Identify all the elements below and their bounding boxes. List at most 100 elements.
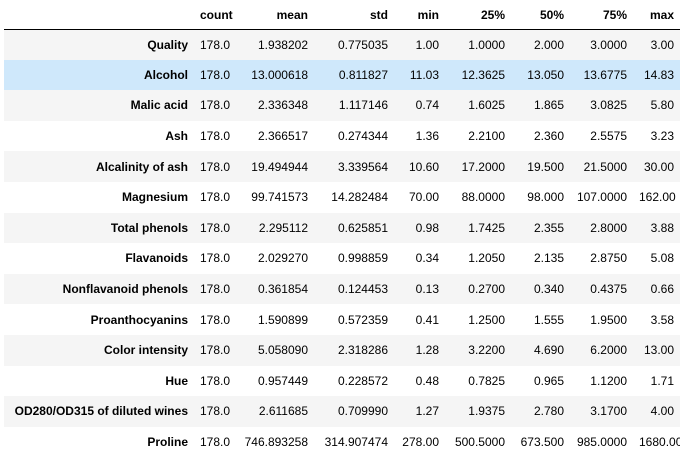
cell-25: 500.5000: [454, 435, 505, 450]
describe-table: count mean std min 25% 50% 75% max Quali…: [4, 2, 680, 457]
cell-50: 13.050: [527, 67, 564, 82]
cell-max: 13.00: [643, 343, 674, 358]
table-header: count mean std min 25% 50% 75% max: [4, 2, 680, 30]
cell-mean: 1.938202: [257, 37, 308, 52]
cell-50: 1.865: [533, 98, 564, 113]
table-row: Alcalinity of ash 178.0 19.494944 3.339564 1…: [4, 151, 680, 182]
cell-min: 0.13: [415, 282, 439, 297]
table-row: Quality 178.0 1.938202 0.775035 1.00 1.0000 2.…: [4, 29, 680, 60]
column-header-max: max: [633, 2, 680, 30]
cell-mean: 0.957449: [257, 373, 308, 388]
cell-max: 3.88: [650, 220, 674, 235]
cell-std: 14.282484: [331, 190, 388, 205]
cell-std: 0.572359: [337, 312, 388, 327]
row-label: Proline: [147, 435, 188, 450]
row-label: Alcohol: [144, 67, 188, 82]
cell-min: 1.28: [415, 343, 439, 358]
table-row: Flavanoids 178.0 2.029270 0.998859 0.34 1.205…: [4, 243, 680, 274]
cell-min: 278.00: [402, 435, 439, 450]
cell-25: 1.2050: [468, 251, 505, 266]
cell-count: 178.0: [200, 159, 231, 174]
cell-count: 178.0: [200, 67, 231, 82]
column-header-50: 50%: [511, 2, 570, 30]
cell-25: 1.0000: [468, 37, 505, 52]
table-row: OD280/OD315 of diluted wines 178.0 2.61168…: [4, 396, 680, 427]
cell-25: 17.2000: [461, 159, 505, 174]
cell-std: 3.339564: [337, 159, 388, 174]
cell-max: 3.58: [650, 312, 674, 327]
cell-25: 12.3625: [461, 67, 505, 82]
cell-75: 2.5575: [590, 129, 627, 144]
cell-max: 0.66: [650, 282, 674, 297]
cell-std: 0.274344: [337, 129, 388, 144]
index-header: [4, 2, 194, 30]
cell-25: 0.2700: [468, 282, 505, 297]
table-row: Proline 178.0 746.893258 314.907474 278.00 50…: [4, 426, 680, 457]
row-label: Ash: [165, 129, 188, 144]
cell-50: 2.780: [533, 404, 564, 419]
cell-min: 1.00: [415, 37, 439, 52]
cell-count: 178.0: [200, 37, 231, 52]
cell-mean: 2.295112: [258, 220, 308, 235]
cell-std: 0.709990: [337, 404, 388, 419]
cell-std: 1.117146: [338, 98, 388, 113]
cell-count: 178.0: [200, 251, 231, 266]
table-row: Alcohol 178.0 13.000618 0.811827 11.03 12.362…: [4, 59, 680, 91]
cell-25: 2.2100: [468, 129, 505, 144]
cell-25: 88.0000: [461, 190, 505, 205]
table-row: Ash 178.0 2.366517 0.274344 1.36 2.2100 2.360 2…: [4, 120, 680, 152]
cell-max: 1.71: [650, 373, 674, 388]
cell-count: 178.0: [200, 312, 231, 327]
cell-count: 178.0: [200, 190, 231, 205]
cell-max: 30.00: [643, 159, 674, 174]
cell-75: 107.0000: [576, 190, 627, 205]
column-header-std: std: [314, 2, 394, 30]
cell-mean: 19.494944: [251, 159, 308, 174]
cell-75: 3.0825: [590, 98, 627, 113]
cell-max: 5.80: [650, 98, 674, 113]
cell-std: 0.124453: [337, 282, 388, 297]
cell-min: 10.60: [408, 159, 439, 174]
cell-max: 3.23: [650, 129, 674, 144]
cell-min: 1.36: [415, 129, 439, 144]
row-label: Magnesium: [121, 190, 188, 205]
row-label: Color intensity: [103, 343, 188, 358]
table-row: Hue 178.0 0.957449 0.228572 0.48 0.7825 0.965 1…: [4, 365, 680, 397]
table-row: Malic acid 178.0 2.336348 1.117146 0.74 1.602…: [4, 90, 680, 121]
row-label: OD280/OD315 of diluted wines: [14, 404, 188, 419]
cell-std: 0.775035: [337, 37, 388, 52]
cell-50: 2.355: [533, 220, 564, 235]
cell-count: 178.0: [200, 98, 231, 113]
row-label: Alcalinity of ash: [95, 159, 188, 174]
cell-max: 14.83: [643, 67, 674, 82]
row-label: Proanthocyanins: [90, 312, 188, 327]
cell-min: 0.48: [415, 373, 439, 388]
cell-50: 673.500: [520, 435, 564, 450]
cell-50: 2.360: [533, 129, 564, 144]
cell-75: 21.5000: [583, 159, 627, 174]
row-label: Quality: [147, 37, 188, 52]
cell-50: 2.135: [533, 251, 564, 266]
cell-min: 0.34: [415, 251, 439, 266]
cell-std: 314.907474: [324, 435, 388, 450]
cell-25: 1.2500: [468, 312, 505, 327]
cell-50: 98.000: [527, 190, 564, 205]
cell-mean: 5.058090: [257, 343, 308, 358]
column-header-75: 75%: [570, 2, 633, 30]
cell-std: 2.318286: [337, 343, 388, 358]
header-row: count mean std min 25% 50% 75% max: [4, 2, 680, 30]
cell-std: 0.811827: [338, 67, 388, 82]
cell-25: 3.2200: [468, 343, 505, 358]
cell-50: 1.555: [533, 312, 564, 327]
cell-mean: 0.361854: [257, 282, 308, 297]
cell-75: 1.9500: [590, 312, 627, 327]
cell-count: 178.0: [200, 404, 231, 419]
cell-max: 4.00: [650, 404, 674, 419]
cell-50: 19.500: [527, 159, 564, 174]
cell-mean: 99.741573: [251, 190, 308, 205]
table-row: Total phenols 178.0 2.295112 0.625851 0.98 1.…: [4, 212, 680, 244]
cell-mean: 2.366517: [257, 129, 308, 144]
cell-min: 1.27: [415, 404, 439, 419]
cell-count: 178.0: [200, 373, 231, 388]
cell-count: 178.0: [200, 220, 231, 235]
